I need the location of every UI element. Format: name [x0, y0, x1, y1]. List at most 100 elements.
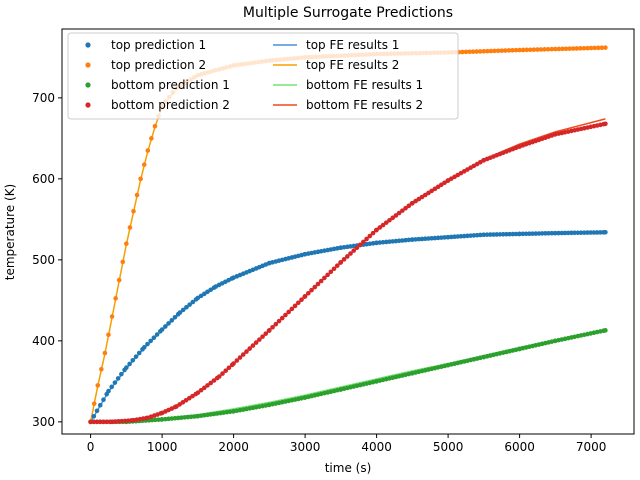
y-tick-label-4: 700 [32, 91, 55, 105]
data-point [136, 350, 142, 356]
data-point [598, 230, 603, 235]
data-point [253, 340, 259, 345]
data-point [591, 230, 597, 235]
x-axis-label: time (s) [325, 461, 372, 475]
data-point [599, 45, 605, 51]
data-point [374, 227, 379, 233]
x-tick-label-0: 0 [87, 440, 95, 454]
data-point [94, 419, 100, 425]
data-point [138, 176, 143, 182]
data-point [296, 300, 301, 306]
y-tick-label-1: 400 [32, 334, 55, 348]
data-point [595, 45, 601, 51]
data-point [169, 318, 175, 323]
data-point [504, 231, 509, 237]
data-point [543, 231, 548, 236]
data-point [567, 46, 572, 51]
legend-label: top prediction 2 [111, 58, 206, 72]
series-top-prediction-1 [88, 230, 608, 425]
data-point [195, 390, 201, 395]
x-tick-label-6: 6000 [504, 440, 535, 454]
data-point [495, 48, 501, 54]
data-point [109, 314, 115, 319]
data-point [166, 321, 171, 326]
data-point [578, 230, 584, 235]
data-point [364, 236, 369, 242]
data-point [260, 334, 265, 339]
data-point [201, 385, 207, 391]
data-point [603, 230, 608, 235]
data-point [531, 47, 537, 52]
data-point [276, 318, 282, 324]
data-point [149, 136, 154, 141]
data-point [481, 232, 487, 238]
legend-label: top FE results 2 [306, 58, 399, 72]
data-point [523, 231, 529, 237]
legend-marker [85, 62, 91, 68]
data-point [306, 290, 311, 296]
plot-frame [61, 28, 635, 435]
data-point [247, 346, 252, 351]
data-point [88, 419, 93, 425]
data-point [517, 231, 522, 237]
data-point [208, 380, 214, 386]
data-point [113, 296, 118, 301]
data-point [539, 231, 545, 236]
chart-title: Multiple Surrogate Predictions [243, 5, 453, 21]
data-point [257, 337, 262, 342]
data-point [315, 281, 321, 287]
data-point [119, 371, 124, 377]
data-point [338, 259, 344, 265]
legend-item-bottom-prediction-1: bottom prediction 1 [85, 78, 230, 92]
data-point [396, 210, 402, 216]
legend-label: bottom FE results 2 [306, 98, 423, 112]
data-point [91, 414, 97, 419]
data-point [104, 419, 109, 425]
data-point [244, 349, 249, 354]
data-point [553, 46, 558, 52]
axes-layer: 0 1000 2000 3000 4000 5000 6000 7000 300 400 500 60… [32, 91, 606, 454]
data-point [331, 266, 337, 272]
data-point [377, 225, 383, 230]
data-point [380, 222, 386, 228]
data-point [592, 45, 597, 51]
data-point [97, 419, 103, 425]
data-point [109, 384, 114, 390]
x-tick-label-3: 3000 [290, 440, 321, 454]
data-point [263, 331, 269, 336]
data-point [582, 230, 587, 235]
data-point [533, 231, 538, 236]
data-point [400, 208, 405, 213]
data-point [524, 47, 530, 53]
data-point [513, 47, 519, 53]
data-point [115, 376, 121, 381]
legend-item-top-prediction-2: top prediction 2 [85, 58, 206, 72]
data-point [538, 47, 544, 52]
data-point [211, 378, 217, 383]
data-point [460, 49, 465, 55]
data-point [367, 233, 373, 239]
data-point [553, 230, 558, 236]
data-point [588, 230, 594, 235]
data-point [145, 341, 150, 347]
data-point [585, 45, 590, 51]
data-point [234, 358, 240, 363]
data-point [131, 208, 136, 214]
data-point [528, 47, 533, 53]
data-point [556, 230, 561, 236]
legend-marker [85, 102, 91, 108]
data-point [328, 269, 334, 275]
legend-label: top FE results 1 [306, 38, 399, 52]
data-point [484, 232, 490, 237]
data-point [383, 220, 389, 225]
data-point [530, 231, 535, 236]
x-tick-label-2: 2000 [218, 440, 249, 454]
data-point [325, 272, 330, 278]
data-point [390, 215, 395, 221]
data-point [488, 48, 494, 54]
data-point [223, 368, 229, 373]
data-point [470, 49, 476, 54]
data-point [217, 374, 222, 379]
data-point [520, 47, 526, 53]
